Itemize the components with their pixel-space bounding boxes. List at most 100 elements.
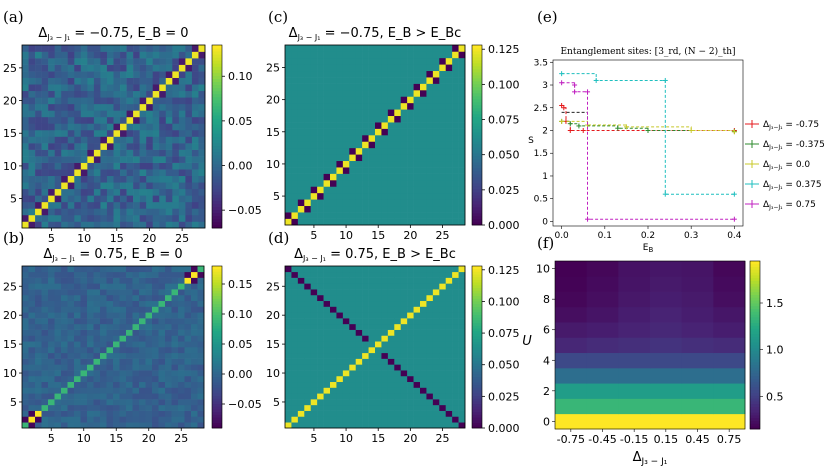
heatmap-cell [297, 341, 305, 348]
heatmap-cell [126, 375, 133, 383]
colorbar-swatch [472, 141, 482, 145]
heatmap-cell [618, 398, 651, 415]
colorbar-swatch [212, 301, 222, 305]
heatmap-cell [28, 221, 36, 229]
heatmap-cell [285, 109, 292, 117]
colorbar-swatch [212, 320, 222, 324]
heatmap-cell [458, 381, 466, 388]
heatmap-cell [48, 393, 55, 400]
heatmap-cell [28, 149, 36, 157]
heatmap-cell [297, 381, 305, 388]
heatmap-cell [93, 156, 101, 163]
heatmap-cell [426, 375, 434, 383]
heatmap-cell [310, 160, 318, 168]
colorbar-swatch [212, 341, 222, 345]
heatmap-cell [185, 143, 193, 150]
heatmap-cell [80, 387, 88, 394]
heatmap-cell [158, 294, 166, 302]
heatmap-cell [375, 109, 382, 117]
heatmap-cell [317, 160, 324, 168]
heatmap-cell [439, 96, 447, 104]
heatmap-cell [100, 312, 107, 319]
heatmap-cell [336, 83, 344, 91]
heatmap-cell [126, 399, 133, 406]
heatmap-cell [362, 141, 369, 149]
heatmap-cell [375, 45, 382, 52]
colorbar-swatch [472, 382, 482, 386]
heatmap-cell [381, 370, 389, 377]
heatmap-cell [74, 266, 81, 273]
heatmap-cell [191, 393, 198, 400]
heatmap-cell [159, 103, 167, 111]
heatmap-cell [145, 381, 153, 388]
heatmap-cell [452, 57, 459, 65]
heatmap-cell [394, 128, 402, 136]
heatmap-cell [323, 289, 331, 296]
heatmap-cell [336, 90, 344, 97]
heatmap-cell [106, 162, 114, 170]
heatmap-cell [100, 51, 108, 59]
heatmap-cell [336, 122, 344, 129]
heatmap-cell [368, 135, 376, 142]
heatmap-cell [87, 97, 95, 105]
heatmap-cell [191, 335, 198, 342]
heatmap-cell [285, 57, 292, 65]
heatmap-cell [407, 90, 414, 97]
heatmap-cell [126, 188, 134, 196]
heatmap-cell [113, 90, 121, 98]
heatmap-cell [48, 221, 55, 229]
colorbar-swatch [472, 398, 482, 402]
heatmap-cell [342, 115, 350, 123]
heatmap-cell [100, 283, 107, 290]
heatmap-cell [191, 162, 199, 170]
heatmap-cell [381, 358, 389, 365]
heatmap-cell [54, 143, 62, 150]
heatmap-cell [28, 162, 36, 170]
colorbar-tick-label: 1.0 [766, 344, 784, 357]
heatmap-cell [355, 154, 363, 162]
heatmap-cell [317, 370, 324, 377]
heatmap-cell [61, 329, 68, 336]
heatmap-cell [184, 352, 192, 359]
heatmap-cell [87, 399, 94, 406]
heatmap-cell [323, 51, 331, 59]
heatmap-cell [387, 77, 395, 84]
heatmap-cell [100, 416, 107, 423]
heatmap-cell [22, 352, 29, 359]
heatmap-cell [120, 143, 127, 150]
heatmap-cell [420, 102, 427, 110]
heatmap-cell [22, 162, 29, 170]
heatmap-cell [198, 149, 206, 157]
heatmap-cell [387, 147, 395, 155]
heatmap-cell [618, 383, 651, 399]
heatmap-cell [191, 188, 199, 196]
heatmap-cell [400, 266, 408, 273]
heatmap-cell [120, 221, 127, 229]
heatmap-cell [152, 77, 160, 85]
heatmap-cell [35, 162, 42, 170]
heatmap-cell [67, 277, 75, 284]
colorbar-swatch [212, 306, 222, 310]
heatmap-cell [35, 289, 42, 296]
heatmap-cell [368, 404, 376, 411]
heatmap-cell [375, 375, 382, 383]
heatmap-cell [297, 128, 305, 136]
heatmap-cell [317, 186, 324, 194]
heatmap-cell [310, 51, 318, 59]
heatmap-cell [394, 300, 402, 307]
heatmap-cell [439, 57, 447, 65]
heatmap-cell [41, 271, 49, 278]
heatmap-cell [132, 404, 140, 411]
heatmap-cell [420, 364, 427, 371]
heatmap-cell [159, 169, 167, 177]
colorbar-swatch [472, 349, 482, 353]
heatmap-cell [191, 416, 198, 423]
heatmap-cell [355, 128, 363, 136]
heatmap-cell [381, 271, 389, 278]
heatmap-cell [439, 173, 447, 181]
heatmap-cell [387, 277, 395, 284]
heatmap-cell [191, 364, 198, 371]
heatmap-cell [439, 167, 447, 174]
heatmap-cell [355, 266, 363, 273]
heatmap-cell [159, 201, 167, 209]
